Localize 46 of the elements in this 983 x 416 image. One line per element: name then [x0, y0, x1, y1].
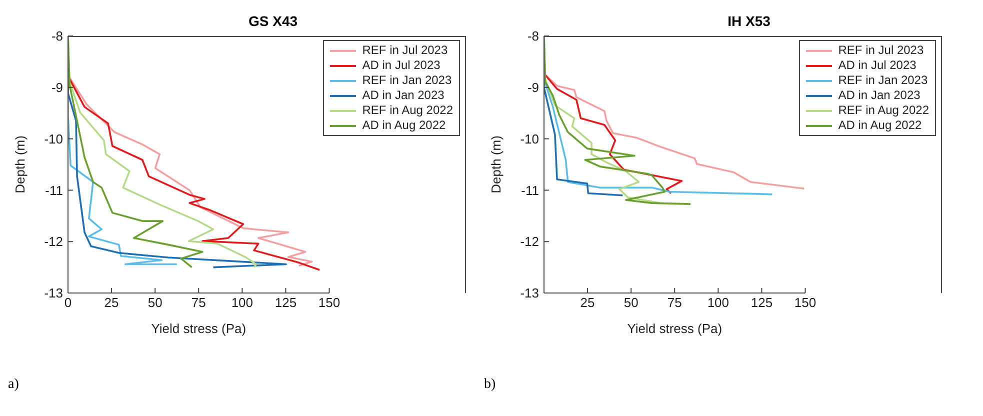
line-series — [68, 36, 204, 268]
legend-label: AD in Aug 2022 — [838, 118, 922, 133]
text: b) — [484, 377, 496, 393]
y-tick-label: -11 — [45, 182, 63, 198]
y-tick-label: -8 — [527, 28, 539, 44]
y-tick-label: -9 — [527, 80, 539, 96]
x-tick-label: 125 — [750, 295, 773, 310]
x-axis-title: Yield stress (Pa) — [627, 321, 722, 336]
legend-label: AD in Jul 2023 — [838, 58, 916, 73]
y-tick-label: -10 — [44, 131, 63, 146]
text: a) — [8, 377, 19, 393]
y-axis-title: Depth (m) — [488, 136, 504, 194]
x-tick-label: 25 — [104, 295, 119, 310]
chart-title: GS X43 — [248, 13, 298, 29]
y-tick-label: -12 — [44, 234, 63, 250]
chart-title: IH X53 — [728, 13, 771, 29]
legend-label: REF in Jul 2023 — [838, 43, 924, 58]
y-tick-label: -12 — [520, 234, 539, 250]
legend-label: REF in Jul 2023 — [362, 43, 448, 58]
legend-label: AD in Aug 2022 — [362, 118, 446, 133]
legend-label: REF in Aug 2022 — [838, 103, 929, 118]
legend-label: REF in Aug 2022 — [362, 103, 453, 118]
x-axis-title: Yield stress (Pa) — [151, 321, 246, 336]
x-tick-label: 100 — [231, 295, 254, 310]
legend-label: AD in Jan 2023 — [838, 88, 920, 103]
y-tick-label: -11 — [521, 182, 539, 198]
y-tick-label: -13 — [44, 286, 63, 301]
legend-label: AD in Jul 2023 — [362, 58, 440, 73]
legend-label: AD in Jan 2023 — [362, 88, 444, 103]
x-tick-label: 75 — [191, 295, 206, 310]
x-tick-label: 50 — [148, 295, 162, 310]
x-tick-label: 0 — [64, 295, 72, 310]
legend-label: REF in Jan 2023 — [362, 73, 452, 88]
x-tick-label: 50 — [624, 295, 638, 310]
y-axis-title: Depth (m) — [12, 136, 28, 194]
y-tick-label: -13 — [520, 286, 539, 301]
y-tick-label: -9 — [51, 80, 63, 96]
legend-label: REF in Jan 2023 — [838, 73, 928, 88]
x-tick-label: 150 — [318, 295, 340, 310]
y-tick-label: -8 — [51, 28, 63, 44]
x-tick-label: 100 — [707, 295, 730, 310]
x-tick-label: 75 — [667, 295, 682, 310]
x-tick-label: 25 — [580, 295, 595, 310]
y-tick-label: -10 — [520, 131, 539, 146]
x-tick-label: 150 — [794, 295, 816, 310]
x-tick-label: 125 — [274, 295, 297, 310]
